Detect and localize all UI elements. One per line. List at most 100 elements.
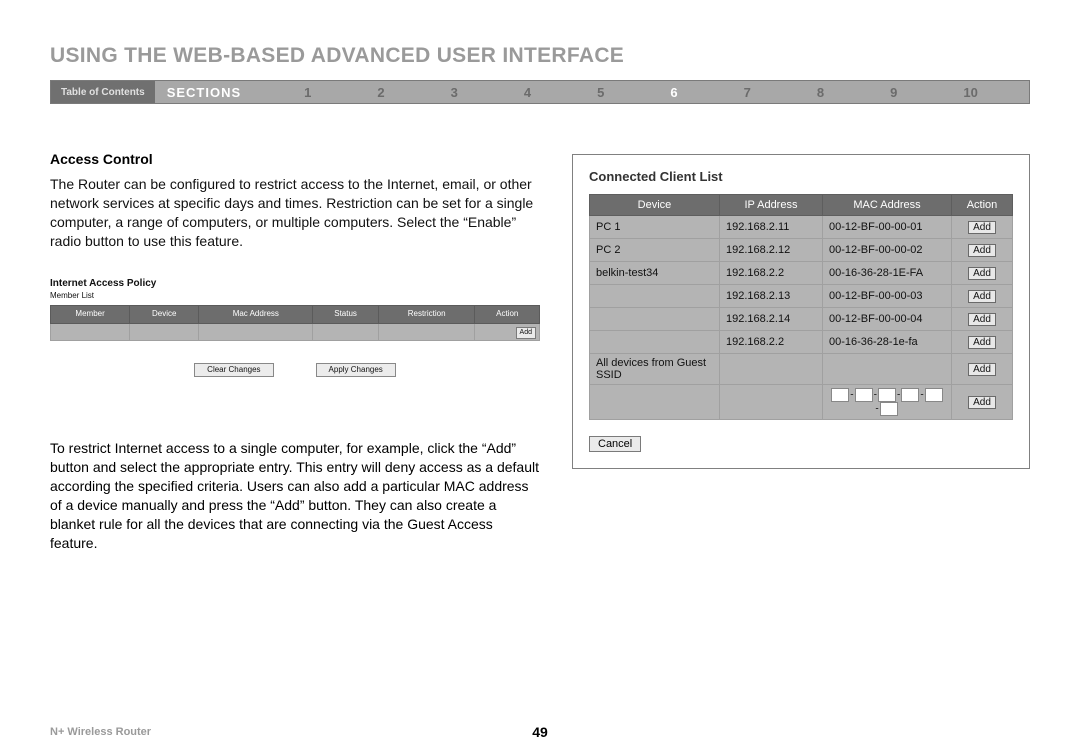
nav-section-6[interactable]: 6: [670, 85, 677, 100]
iap-col-header: Member: [51, 305, 130, 323]
ccl-cell-action: Add: [952, 331, 1013, 354]
table-row: PC 1192.168.2.1100-12-BF-00-00-01 Add: [590, 216, 1013, 239]
table-row: 192.168.2.1400-12-BF-00-00-04 Add: [590, 308, 1013, 331]
ccl-title: Connected Client List: [589, 169, 1013, 184]
ccl-cell-mac: 00-12-BF-00-00-03: [822, 285, 951, 308]
ccl-cell-device: [590, 385, 720, 420]
iap-col-header: Restriction: [378, 305, 475, 323]
ccl-cell-action: Add: [952, 262, 1013, 285]
add-button[interactable]: Add: [968, 396, 996, 409]
ccl-cell-mac: 00-12-BF-00-00-04: [822, 308, 951, 331]
nav-toc[interactable]: Table of Contents: [51, 81, 155, 103]
nav-section-9[interactable]: 9: [890, 85, 897, 100]
connected-client-list-panel: Connected Client List DeviceIP AddressMA…: [572, 154, 1030, 469]
ccl-cell-device: PC 2: [590, 239, 720, 262]
mac-octet-input[interactable]: [901, 388, 919, 402]
ccl-cell-device: All devices from Guest SSID: [590, 354, 720, 385]
ccl-cell-ip: 192.168.2.14: [719, 308, 822, 331]
right-column: Connected Client List DeviceIP AddressMA…: [572, 150, 1030, 553]
ccl-table: DeviceIP AddressMAC AddressAction PC 119…: [589, 194, 1013, 420]
mac-separator: -: [850, 390, 853, 401]
page-number: 49: [532, 724, 548, 740]
ccl-cell-mac: 00-12-BF-00-00-02: [822, 239, 951, 262]
nav-section-1[interactable]: 1: [304, 85, 311, 100]
ccl-col-header: Action: [952, 195, 1013, 216]
iap-col-header: Mac Address: [199, 305, 313, 323]
mac-octet-input[interactable]: [831, 388, 849, 402]
section-nav-bar: Table of Contents SECTIONS 1 2 3 4 5 6 7 8 9 10: [50, 80, 1030, 104]
nav-section-5[interactable]: 5: [597, 85, 604, 100]
ccl-cell-ip: 192.168.2.2: [719, 262, 822, 285]
mac-separator: -: [874, 390, 877, 401]
page-footer: N+ Wireless Router 49: [50, 726, 1030, 738]
ccl-cell-action: Add: [952, 385, 1013, 420]
mac-separator: -: [897, 390, 900, 401]
ccl-cell-mac: 00-16-36-28-1e-fa: [822, 331, 951, 354]
iap-title: Internet Access Policy: [50, 278, 540, 290]
table-row-mac-input: -----Add: [590, 385, 1013, 420]
nav-section-2[interactable]: 2: [377, 85, 384, 100]
ccl-cell-device: PC 1: [590, 216, 720, 239]
ccl-cell-ip: 192.168.2.11: [719, 216, 822, 239]
internet-access-policy-panel: Internet Access Policy Member List Membe…: [50, 278, 540, 377]
left-column: Access Control The Router can be configu…: [50, 150, 540, 553]
instructions-paragraph: To restrict Internet access to a single …: [50, 439, 540, 552]
iap-col-header: Action: [475, 305, 540, 323]
ccl-cell-action: Add: [952, 354, 1013, 385]
apply-changes-button[interactable]: Apply Changes: [316, 363, 396, 378]
ccl-cell-action: Add: [952, 308, 1013, 331]
ccl-cell-ip: 192.168.2.2: [719, 331, 822, 354]
ccl-cell-device: [590, 331, 720, 354]
mac-octet-input[interactable]: [880, 402, 898, 416]
iap-col-header: Status: [313, 305, 378, 323]
ccl-cell-action: Add: [952, 216, 1013, 239]
ccl-cell-action: Add: [952, 285, 1013, 308]
mac-input-cell: -----: [822, 385, 951, 420]
ccl-col-header: MAC Address: [822, 195, 951, 216]
table-row: 192.168.2.1300-12-BF-00-00-03 Add: [590, 285, 1013, 308]
ccl-cell-device: [590, 308, 720, 331]
section-heading: Access Control: [50, 150, 540, 169]
table-row: belkin-test34192.168.2.200-16-36-28-1E-F…: [590, 262, 1013, 285]
table-row: All devices from Guest SSID Add: [590, 354, 1013, 385]
intro-paragraph: The Router can be configured to restrict…: [50, 175, 540, 251]
nav-section-10[interactable]: 10: [963, 85, 977, 100]
ccl-cell-ip: 192.168.2.13: [719, 285, 822, 308]
ccl-cell-ip: [719, 385, 822, 420]
add-button[interactable]: Add: [968, 313, 996, 326]
nav-section-7[interactable]: 7: [744, 85, 751, 100]
iap-add-button[interactable]: Add: [516, 327, 536, 339]
ccl-cell-device: [590, 285, 720, 308]
ccl-cell-mac: 00-12-BF-00-00-01: [822, 216, 951, 239]
page-title: USING THE WEB-BASED ADVANCED USER INTERF…: [50, 44, 1030, 68]
clear-changes-button[interactable]: Clear Changes: [194, 363, 273, 378]
mac-octet-input[interactable]: [878, 388, 896, 402]
iap-subtitle: Member List: [50, 291, 540, 302]
ccl-cell-ip: 192.168.2.12: [719, 239, 822, 262]
add-button[interactable]: Add: [968, 267, 996, 280]
iap-table: MemberDeviceMac AddressStatusRestriction…: [50, 305, 540, 341]
nav-section-8[interactable]: 8: [817, 85, 824, 100]
ccl-cell-mac: [822, 354, 951, 385]
ccl-col-header: Device: [590, 195, 720, 216]
nav-section-3[interactable]: 3: [451, 85, 458, 100]
add-button[interactable]: Add: [968, 363, 996, 376]
mac-octet-input[interactable]: [925, 388, 943, 402]
table-row: 192.168.2.200-16-36-28-1e-fa Add: [590, 331, 1013, 354]
add-button[interactable]: Add: [968, 221, 996, 234]
ccl-cell-ip: [719, 354, 822, 385]
ccl-col-header: IP Address: [719, 195, 822, 216]
footer-product: N+ Wireless Router: [50, 726, 151, 738]
mac-octet-input[interactable]: [855, 388, 873, 402]
ccl-cell-mac: 00-16-36-28-1E-FA: [822, 262, 951, 285]
nav-section-4[interactable]: 4: [524, 85, 531, 100]
add-button[interactable]: Add: [968, 290, 996, 303]
ccl-cell-action: Add: [952, 239, 1013, 262]
table-row: PC 2192.168.2.1200-12-BF-00-00-02 Add: [590, 239, 1013, 262]
cancel-button[interactable]: Cancel: [589, 436, 641, 452]
nav-numbers: 1 2 3 4 5 6 7 8 9 10: [253, 81, 1029, 103]
mac-separator: -: [920, 390, 923, 401]
nav-sections-label: SECTIONS: [155, 81, 253, 103]
add-button[interactable]: Add: [968, 244, 996, 257]
add-button[interactable]: Add: [968, 336, 996, 349]
